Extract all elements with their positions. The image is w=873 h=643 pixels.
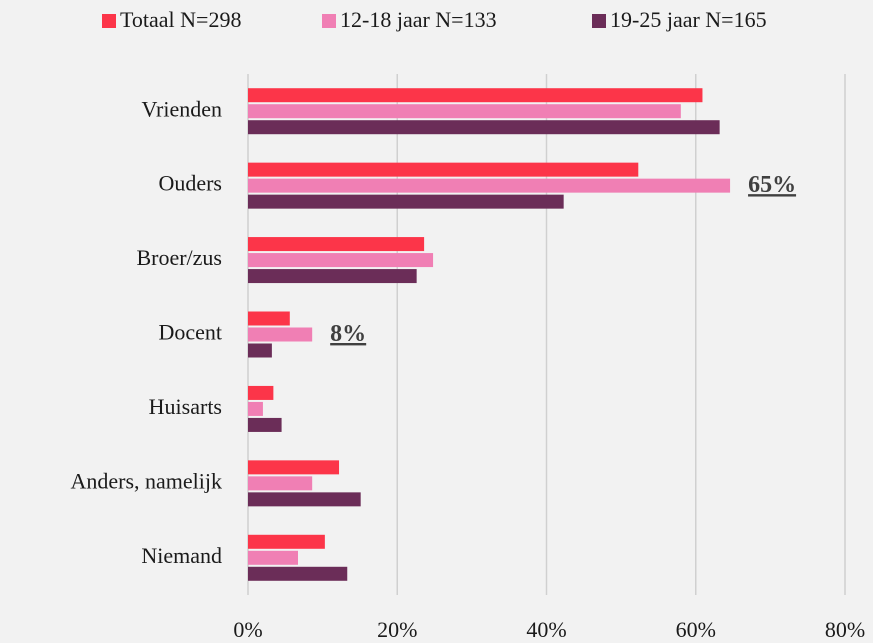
value-label: 65% (748, 172, 796, 198)
bar (248, 178, 731, 193)
x-tick-label: 0% (233, 617, 262, 642)
bar (248, 476, 313, 491)
bar (248, 401, 263, 416)
bar (248, 88, 703, 103)
bar (248, 194, 564, 209)
bar (248, 385, 274, 400)
y-tick-label: Docent (158, 320, 222, 345)
bar (248, 237, 425, 252)
y-tick-label: Huisarts (149, 394, 222, 419)
legend-label: Totaal N=298 (120, 7, 241, 32)
y-tick-label: Vrienden (141, 96, 222, 121)
bar (248, 253, 434, 268)
legend-swatch (592, 14, 606, 28)
bar (248, 460, 340, 475)
x-tick-label: 80% (825, 617, 865, 642)
y-tick-label: Ouders (158, 171, 222, 196)
bar (248, 120, 720, 135)
y-tick-label: Broer/zus (136, 245, 222, 270)
bar (248, 550, 298, 565)
x-tick-label: 20% (377, 617, 417, 642)
x-tick-label: 60% (676, 617, 716, 642)
bar (248, 162, 639, 177)
bar (248, 566, 348, 581)
y-tick-label: Niemand (141, 543, 222, 568)
bar (248, 534, 325, 549)
bar (248, 327, 313, 342)
legend-label: 12-18 jaar N=133 (340, 7, 497, 32)
bar (248, 269, 417, 284)
value-label: 8% (330, 321, 366, 347)
bar (248, 343, 272, 358)
x-tick-label: 40% (526, 617, 566, 642)
y-tick-label: Anders, namelijk (70, 468, 222, 493)
legend-label: 19-25 jaar N=165 (610, 7, 767, 32)
bar (248, 492, 361, 507)
bar (248, 104, 681, 119)
bar (248, 311, 290, 326)
legend-swatch (322, 14, 336, 28)
legend-swatch (102, 14, 116, 28)
bar (248, 417, 282, 432)
